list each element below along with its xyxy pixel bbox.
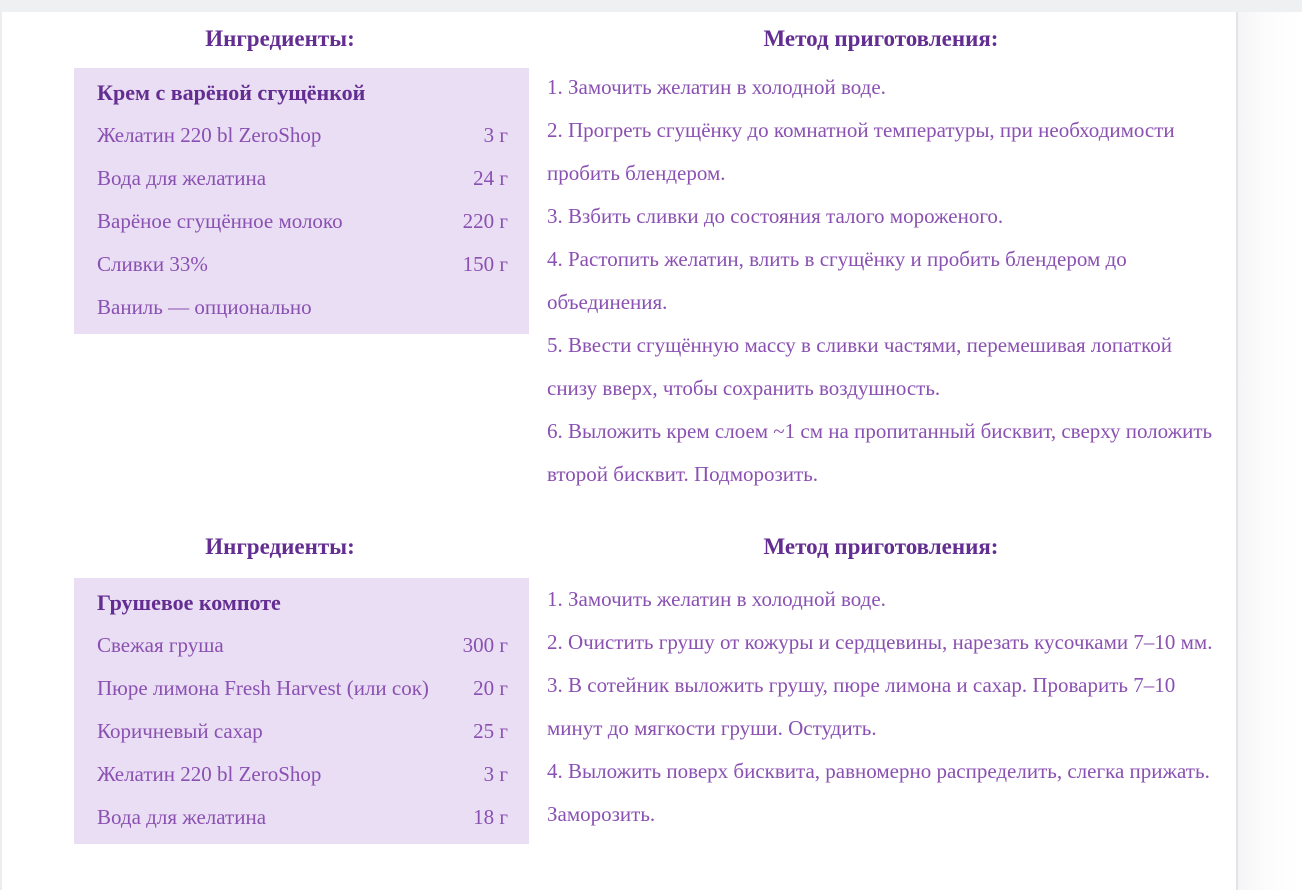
ingredient-row: Свежая груша 300 г — [97, 624, 508, 667]
document-page: Ингредиенты: Метод приготовления: Крем с… — [0, 12, 1236, 890]
ingredient-amount: 3 г — [483, 762, 508, 786]
ingredient-row: Коричневый сахар 25 г — [97, 710, 508, 753]
ingredient-amount: 3 г — [483, 123, 508, 147]
ingredient-name: Сливки 33% — [97, 252, 208, 276]
ingredient-name: Желатин 220 bl ZeroShop — [97, 123, 322, 147]
method-step: 3. В сотейник выложить грушу, пюре лимон… — [547, 673, 1176, 740]
ingredients-heading: Ингредиенты: — [205, 26, 355, 51]
ingredient-row: Желатин 220 bl ZeroShop 3 г — [97, 114, 508, 157]
ingredient-name: Пюре лимона Fresh Harvest (или сок) — [97, 676, 429, 700]
method-step: 1. Замочить желатин в холодной воде. — [547, 75, 886, 99]
ingredients-box: Грушевое компоте Свежая груша 300 г Пюре… — [74, 578, 529, 844]
method-step: 2. Очистить грушу от кожуры и сердцевины… — [547, 630, 1213, 654]
ingredient-amount: 18 г — [473, 805, 508, 829]
method-heading: Метод приготовления: — [763, 26, 999, 51]
ingredient-name: Коричневый сахар — [97, 719, 263, 743]
ingredient-row: Варёное сгущённое молоко 220 г — [97, 200, 508, 243]
ingredient-name: Свежая груша — [97, 633, 224, 657]
method-steps: 1. Замочить желатин в холодной воде. 2. … — [547, 66, 1219, 496]
method-step: 1. Замочить желатин в холодной воде. — [547, 587, 886, 611]
ingredients-heading: Ингредиенты: — [205, 534, 355, 559]
ingredients-box: Крем с варёной сгущёнкой Желатин 220 bl … — [74, 68, 529, 334]
ingredient-name: Вода для желатина — [97, 166, 267, 190]
method-steps: 1. Замочить желатин в холодной воде. 2. … — [547, 578, 1219, 836]
ingredient-amount: 150 г — [462, 252, 508, 276]
method-heading: Метод приготовления: — [763, 534, 999, 559]
top-strip — [0, 0, 1302, 12]
method-step: 6. Выложить крем слоем ~1 см на пропитан… — [547, 419, 1213, 486]
ingredient-name: Вода для желатина — [97, 805, 267, 829]
page-edge-shadow — [1236, 12, 1302, 890]
ingredients-box-title: Крем с варёной сгущёнкой — [97, 80, 366, 105]
ingredient-name: Ваниль — опционально — [97, 295, 312, 319]
ingredient-amount: 24 г — [473, 166, 508, 190]
ingredient-row: Сливки 33% 150 г — [97, 243, 508, 286]
ingredient-row: Пюре лимона Fresh Harvest (или сок) 20 г — [97, 667, 508, 710]
ingredient-row: Желатин 220 bl ZeroShop 3 г — [97, 753, 508, 796]
ingredient-name: Варёное сгущённое молоко — [97, 209, 343, 233]
method-step: 4. Растопить желатин, влить в сгущёнку и… — [547, 247, 1127, 314]
method-step: 5. Ввести сгущённую массу в сливки частя… — [547, 333, 1172, 400]
ingredients-box-title: Грушевое компоте — [97, 590, 281, 615]
ingredient-amount: 25 г — [473, 719, 508, 743]
method-step: 2. Прогреть сгущёнку до комнатной темпер… — [547, 118, 1175, 185]
ingredient-amount: 20 г — [473, 676, 508, 700]
method-step: 3. Взбить сливки до состояния талого мор… — [547, 204, 1004, 228]
ingredient-row: Вода для желатина 18 г — [97, 796, 508, 839]
ingredient-amount: 220 г — [462, 209, 508, 233]
ingredient-row: Вода для желатина 24 г — [97, 157, 508, 200]
ingredient-amount: 300 г — [462, 633, 508, 657]
ingredient-row: Ваниль — опционально — [97, 286, 508, 329]
ingredient-name: Желатин 220 bl ZeroShop — [97, 762, 322, 786]
method-step: 4. Выложить поверх бисквита, равномерно … — [547, 759, 1210, 826]
